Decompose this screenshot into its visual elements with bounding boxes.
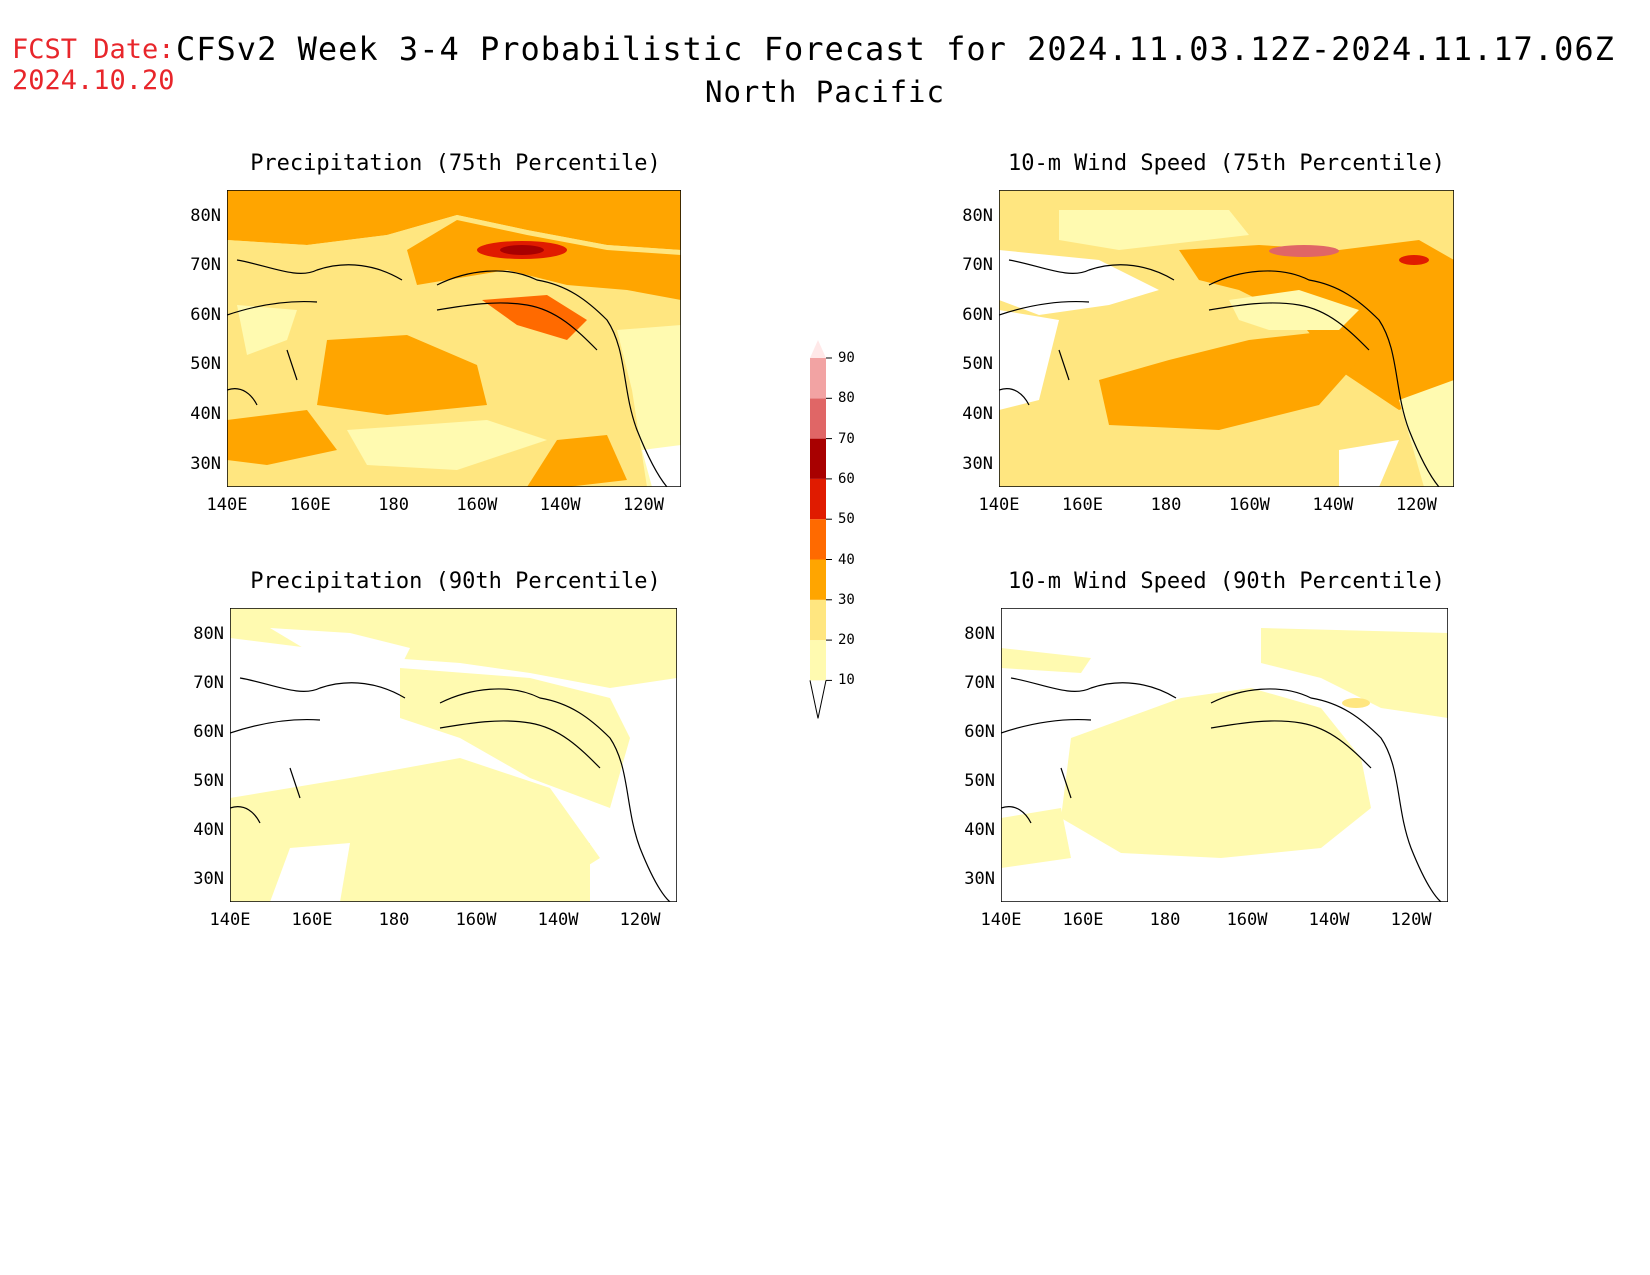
colorbar — [809, 340, 832, 719]
page-title: CFSv2 Week 3-4 Probabilistic Forecast fo… — [176, 30, 1615, 68]
lon-tick-label: 140W — [1312, 495, 1354, 515]
lat-tick-label: 70N — [193, 672, 224, 693]
colorbar-segment — [810, 398, 826, 439]
colorbar-cap-top — [810, 340, 826, 358]
colorbar-segment — [810, 478, 826, 520]
map-precip75 — [227, 190, 681, 487]
lat-tick-label: 70N — [190, 255, 221, 276]
lat-tick-label: 30N — [193, 868, 224, 889]
lon-tick-label: 180 — [378, 910, 410, 930]
lat-tick-label: 40N — [190, 403, 221, 424]
lon-tick-label: 180 — [1149, 910, 1181, 930]
colorbar-level-label: 60 — [838, 470, 855, 487]
colorbar-segment — [810, 559, 826, 600]
colorbar-level-label: 80 — [838, 390, 855, 407]
region-subtitle: North Pacific — [705, 75, 945, 109]
colorbar-level-label: 40 — [838, 551, 855, 568]
colorbar-level-label: 30 — [838, 591, 855, 608]
lon-tick-label: 160E — [291, 910, 333, 930]
map-wind90 — [1001, 608, 1448, 902]
lon-tick-label: 140E — [978, 495, 1020, 515]
lat-tick-label: 50N — [962, 354, 993, 375]
lon-tick-label: 140W — [537, 910, 579, 930]
colorbar-segment — [810, 438, 826, 479]
forecast-date-label: FCST Date: — [12, 34, 175, 65]
colorbar-segment — [810, 599, 826, 641]
lon-tick-label: 120W — [1395, 495, 1437, 515]
lat-tick-label: 50N — [193, 770, 224, 791]
forecast-date-value: 2024.10.20 — [12, 65, 175, 96]
lat-tick-label: 50N — [190, 354, 221, 375]
lat-tick-label: 60N — [193, 721, 224, 742]
colorbar-level-label: 20 — [838, 632, 855, 649]
lon-tick-label: 160E — [1062, 495, 1103, 515]
lon-tick-label: 180 — [1150, 495, 1182, 515]
lat-tick-label: 60N — [964, 721, 995, 742]
lon-tick-label: 140E — [980, 910, 1022, 930]
lon-tick-label: 120W — [623, 495, 664, 515]
colorbar-level-label: 70 — [838, 430, 855, 447]
colorbar-cap-bottom — [809, 680, 827, 719]
lat-tick-label: 60N — [962, 304, 993, 325]
lon-tick-label: 180 — [378, 495, 409, 515]
panel-title-precip90: Precipitation (90th Percentile) — [250, 569, 661, 594]
lat-tick-label: 30N — [190, 453, 221, 474]
lat-tick-label: 80N — [190, 205, 221, 226]
lat-tick-label: 30N — [962, 453, 993, 474]
colorbar-level-label: 10 — [838, 672, 855, 689]
colorbar-level-label: 90 — [838, 350, 855, 366]
lat-tick-label: 80N — [193, 623, 224, 644]
lat-tick-label: 50N — [964, 770, 995, 791]
lon-tick-label: 160W — [1228, 495, 1270, 515]
lat-tick-label: 70N — [964, 672, 995, 693]
forecast-date-block: FCST Date: 2024.10.20 — [12, 34, 175, 96]
panel-title-wind75: 10-m Wind Speed (75th Percentile) — [1007, 151, 1446, 176]
lon-tick-label: 160E — [1062, 910, 1104, 930]
lat-tick-label: 80N — [962, 205, 993, 226]
lat-tick-label: 60N — [190, 304, 221, 325]
colorbar-level-label: 50 — [838, 511, 855, 528]
lat-tick-label: 30N — [964, 868, 995, 889]
lon-tick-label: 140E — [206, 495, 248, 515]
lat-tick-label: 70N — [962, 255, 993, 276]
lon-tick-label: 140E — [209, 910, 251, 930]
colorbar-segment — [810, 640, 826, 681]
lat-tick-label: 40N — [193, 819, 224, 840]
colorbar-segment — [810, 519, 826, 560]
lat-tick-label: 40N — [962, 403, 993, 424]
lon-tick-label: 120W — [1390, 910, 1432, 930]
map-wind75 — [999, 190, 1454, 487]
lat-tick-label: 80N — [964, 623, 995, 644]
panel-title-precip75: Precipitation (75th Percentile) — [250, 151, 661, 176]
panel-title-wind90: 10-m Wind Speed (90th Percentile) — [1007, 569, 1446, 594]
lon-tick-label: 120W — [619, 910, 661, 930]
lon-tick-label: 140W — [539, 495, 581, 515]
colorbar-segment — [810, 358, 826, 399]
lon-tick-label: 140W — [1308, 910, 1350, 930]
lat-tick-label: 40N — [964, 819, 995, 840]
lon-tick-label: 160W — [1226, 910, 1268, 930]
lon-tick-label: 160W — [456, 495, 498, 515]
lon-tick-label: 160W — [455, 910, 497, 930]
map-precip90 — [230, 608, 677, 902]
lon-tick-label: 160E — [289, 495, 331, 515]
